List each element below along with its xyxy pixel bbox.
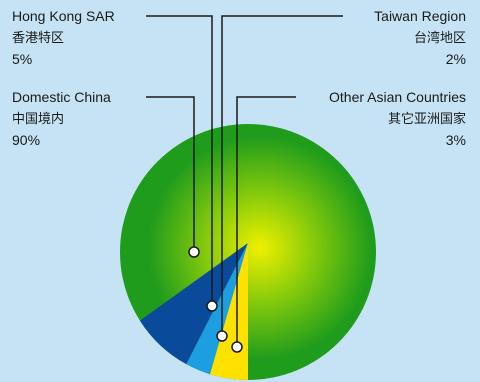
label-domestic-china-percent: 90%	[12, 132, 40, 148]
label-hong-kong-sar-percent: 5%	[12, 51, 32, 67]
pie-slice-hong-kong-sar	[139, 243, 248, 365]
marker-hong-kong-sar	[206, 300, 218, 312]
label-domestic-china-zh: 中国境内	[12, 111, 64, 126]
label-other-asian-countries-zh: 其它亚洲国家	[388, 111, 466, 126]
label-hong-kong-sar-en: Hong Kong SAR	[12, 8, 115, 24]
leader-line-hong-kong-sar	[146, 15, 213, 306]
marker-domestic-china	[188, 246, 200, 258]
label-hong-kong-sar-zh: 香港特区	[12, 30, 64, 45]
label-taiwan-region-zh: 台湾地区	[414, 30, 466, 45]
label-other-asian-countries-en: Other Asian Countries	[329, 89, 466, 105]
label-taiwan-region-en: Taiwan Region	[374, 8, 466, 24]
label-domestic-china-en: Domestic China	[12, 89, 111, 105]
pie-slice-taiwan-region	[186, 243, 248, 375]
leader-line-other-asian-countries	[236, 96, 296, 347]
leader-line-domestic-china	[146, 96, 195, 252]
leader-line-taiwan-region	[221, 15, 343, 336]
label-other-asian-countries-percent: 3%	[446, 132, 466, 148]
marker-taiwan-region	[216, 330, 228, 342]
label-taiwan-region-percent: 2%	[446, 51, 466, 67]
marker-other-asian-countries	[231, 341, 243, 353]
